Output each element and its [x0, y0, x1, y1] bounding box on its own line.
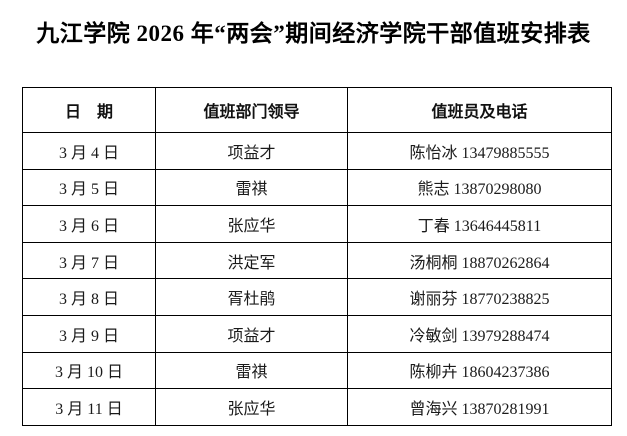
leader-cell: 项益才 [155, 132, 348, 170]
column-header-leader: 值班部门领导 [155, 87, 348, 133]
duty-phone-cell: 曾海兴 13870281991 [347, 388, 612, 426]
page-title: 九江学院 2026 年“两会”期间经济学院干部值班安排表 [36, 21, 591, 46]
leader-cell: 张应华 [155, 388, 348, 426]
table-row: 3 月 8 日 胥杜鹃 谢丽芬 18770238825 [22, 278, 612, 316]
table-row: 3 月 9 日 项益才 冷敏剑 13979288474 [22, 314, 612, 353]
date-cell: 3 月 6 日 [22, 205, 156, 243]
duty-phone-cell: 陈柳卉 18604237386 [347, 351, 612, 390]
table-row: 3 月 5 日 雷祺 熊志 13870298080 [22, 168, 612, 207]
date-cell: 3 月 8 日 [22, 278, 156, 316]
column-header-date: 日 期 [22, 87, 156, 133]
table-row: 3 月 7 日 洪定军 汤桐桐 18870262864 [22, 241, 612, 280]
duty-phone-cell: 谢丽芬 18770238825 [347, 278, 612, 316]
table-row: 3 月 6 日 张应华 丁春 13646445811 [22, 205, 612, 243]
date-cell: 3 月 7 日 [22, 241, 156, 280]
table-row: 3 月 11 日 张应华 曾海兴 13870281991 [22, 388, 612, 426]
date-cell: 3 月 10 日 [22, 351, 156, 390]
duty-phone-cell: 丁春 13646445811 [347, 205, 612, 243]
duty-phone-cell: 熊志 13870298080 [347, 168, 612, 207]
leader-cell: 张应华 [155, 205, 348, 243]
duty-phone-cell: 陈怡冰 13479885555 [347, 132, 612, 170]
duty-phone-cell: 汤桐桐 18870262864 [347, 241, 612, 280]
table-row: 3 月 10 日 雷祺 陈柳卉 18604237386 [22, 351, 612, 390]
date-cell: 3 月 11 日 [22, 388, 156, 426]
leader-cell: 胥杜鹃 [155, 278, 348, 316]
duty-phone-cell: 冷敏剑 13979288474 [347, 314, 612, 353]
column-header-duty-phone: 值班员及电话 [347, 87, 612, 133]
leader-cell: 雷祺 [155, 168, 348, 207]
leader-cell: 项益才 [155, 314, 348, 353]
table-row: 3 月 4 日 项益才 陈怡冰 13479885555 [22, 132, 612, 170]
duty-schedule-table: 日 期 值班部门领导 值班员及电话 3 月 4 日 项益才 陈怡冰 134798… [22, 87, 612, 426]
date-cell: 3 月 9 日 [22, 314, 156, 353]
leader-cell: 洪定军 [155, 241, 348, 280]
header-row: 日 期 值班部门领导 值班员及电话 [22, 87, 612, 133]
date-cell: 3 月 4 日 [22, 132, 156, 170]
leader-cell: 雷祺 [155, 351, 348, 390]
date-cell: 3 月 5 日 [22, 168, 156, 207]
